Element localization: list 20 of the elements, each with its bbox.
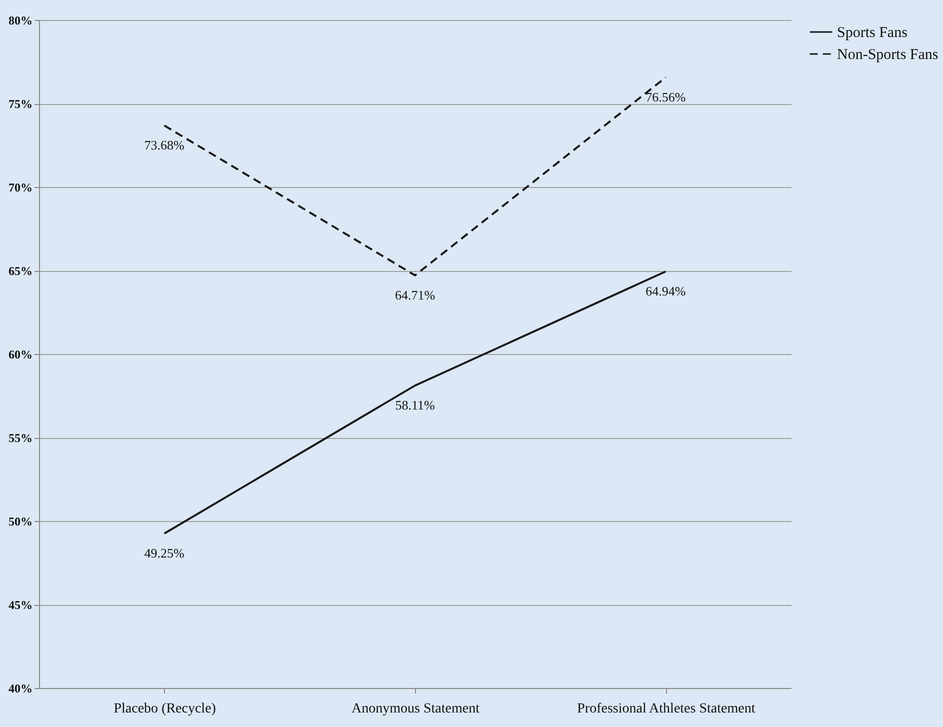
data-label: 64.71% [394,287,436,302]
data-label: 49.25% [144,546,185,561]
y-tick-label: 80% [8,14,32,28]
y-tick-label: 40% [8,682,32,696]
y-tick-label: 45% [8,598,32,612]
x-tick-label: Professional Athletes Statement [577,702,756,716]
y-tick-label: 70% [8,180,32,194]
y-tick-label: 60% [8,348,32,362]
data-label: 64.94% [646,284,686,298]
y-tick-label: 55% [8,431,32,445]
data-label: 58.11% [395,398,435,413]
y-tick-label: 75% [8,97,32,111]
x-tick-label: Placebo (Recycle) [114,702,216,716]
x-tick-label: Anonymous Statement [352,702,480,716]
y-tick-label: 50% [8,514,32,528]
legend-label: Non-Sports Fans [837,47,938,63]
data-label: 73.68% [144,138,185,153]
legend-label: Sports Fans [837,25,908,41]
data-label: 76.56% [646,89,686,104]
y-tick-label: 65% [8,264,32,278]
